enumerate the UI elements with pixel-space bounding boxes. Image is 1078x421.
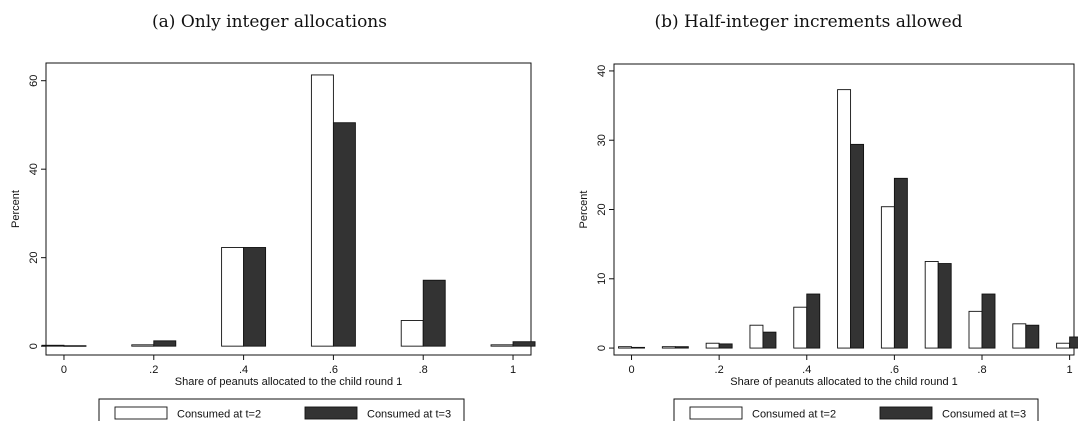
bar bbox=[400, 320, 424, 347]
x-tick-label: 0 bbox=[628, 364, 634, 376]
y-tick-label: 40 bbox=[596, 65, 608, 77]
plot-frame bbox=[45, 62, 532, 356]
bar bbox=[674, 346, 689, 349]
y-axis-title: Percent bbox=[10, 190, 22, 228]
x-axis-title: Share of peanuts allocated to the child … bbox=[175, 376, 403, 388]
bar bbox=[631, 346, 645, 349]
bar bbox=[332, 122, 356, 347]
legend-box bbox=[98, 398, 465, 421]
bar bbox=[968, 310, 983, 349]
x-axis-title: Share of peanuts allocated to the child … bbox=[730, 376, 958, 388]
y-tick-label: 0 bbox=[596, 345, 608, 351]
x-tick-label: .6 bbox=[890, 364, 899, 376]
x-tick-label: .8 bbox=[419, 364, 428, 376]
bar bbox=[718, 343, 733, 349]
bar bbox=[880, 206, 895, 349]
y-tick-label: 20 bbox=[28, 252, 40, 264]
x-tick-label: .4 bbox=[239, 364, 248, 376]
chart-a: 0 20 40 60 0 .2 .4 .6 .8 1 Share of peanuts alloca… bbox=[10, 62, 536, 421]
chart-panel-a: (a) Only integer allocations 0 20 40 60 0 .2.… bbox=[10, 12, 536, 421]
bar bbox=[893, 177, 908, 349]
bar bbox=[63, 345, 87, 347]
bar bbox=[490, 344, 514, 347]
bar bbox=[153, 340, 177, 347]
bar bbox=[981, 293, 996, 349]
bar bbox=[243, 247, 267, 347]
x-tick-label: .6 bbox=[329, 364, 338, 376]
x-tick-label: 1 bbox=[510, 364, 516, 376]
legend: Consumed at t=2 Consumed at t=3 bbox=[98, 398, 465, 421]
bar bbox=[422, 279, 446, 347]
y-tick-label: 20 bbox=[596, 203, 608, 215]
y-tick-label: 10 bbox=[596, 273, 608, 285]
chart-b: 0 10 20 30 40 0 .2 .4 .6 .8 1 Share of peanuts allo… bbox=[578, 63, 1078, 421]
bar bbox=[793, 306, 808, 349]
legend-swatch bbox=[689, 406, 743, 420]
bar bbox=[937, 263, 952, 349]
bar bbox=[1025, 324, 1040, 349]
chart-caption-a: (a) Only integer allocations bbox=[152, 12, 387, 32]
x-tick-label: 0 bbox=[61, 364, 67, 376]
legend-label: Consumed at t=2 bbox=[752, 409, 836, 421]
x-tick-label: .8 bbox=[977, 364, 986, 376]
bar bbox=[221, 247, 245, 347]
y-tick-label: 30 bbox=[596, 134, 608, 146]
bar bbox=[310, 74, 334, 347]
bar bbox=[512, 341, 536, 347]
y-axis-title: Percent bbox=[578, 191, 590, 229]
chart-caption-b: (b) Half-integer increments allowed bbox=[654, 12, 963, 32]
chart-panel-b: (b) Half-integer increments allowed 0 10 2… bbox=[539, 0, 1078, 421]
bar bbox=[924, 261, 939, 349]
legend-box bbox=[673, 398, 1039, 421]
x-tick-label: 1 bbox=[1067, 364, 1073, 376]
bar bbox=[806, 293, 821, 349]
x-tick-label: .4 bbox=[802, 364, 811, 376]
bar bbox=[762, 331, 777, 349]
bar bbox=[1056, 342, 1071, 349]
legend-swatch bbox=[304, 406, 358, 420]
x-tick-label: .2 bbox=[149, 364, 158, 376]
bar bbox=[1012, 323, 1027, 349]
bar bbox=[618, 346, 632, 349]
y-tick-label: 40 bbox=[28, 163, 40, 175]
legend-label: Consumed at t=3 bbox=[942, 409, 1026, 421]
bar bbox=[131, 344, 155, 347]
legend-label: Consumed at t=2 bbox=[177, 409, 261, 421]
legend-label: Consumed at t=3 bbox=[367, 409, 451, 421]
legend-swatch bbox=[114, 406, 168, 420]
bar bbox=[850, 143, 865, 349]
bar bbox=[749, 324, 764, 349]
legend: Consumed at t=2 Consumed at t=3 bbox=[673, 398, 1039, 421]
bar bbox=[661, 346, 676, 349]
legend-swatch bbox=[879, 406, 933, 420]
y-tick-label: 60 bbox=[28, 75, 40, 87]
bar bbox=[837, 89, 852, 349]
bar bbox=[1069, 336, 1078, 349]
y-tick-label: 0 bbox=[28, 343, 40, 349]
bar bbox=[705, 342, 720, 349]
x-tick-label: .2 bbox=[715, 364, 724, 376]
